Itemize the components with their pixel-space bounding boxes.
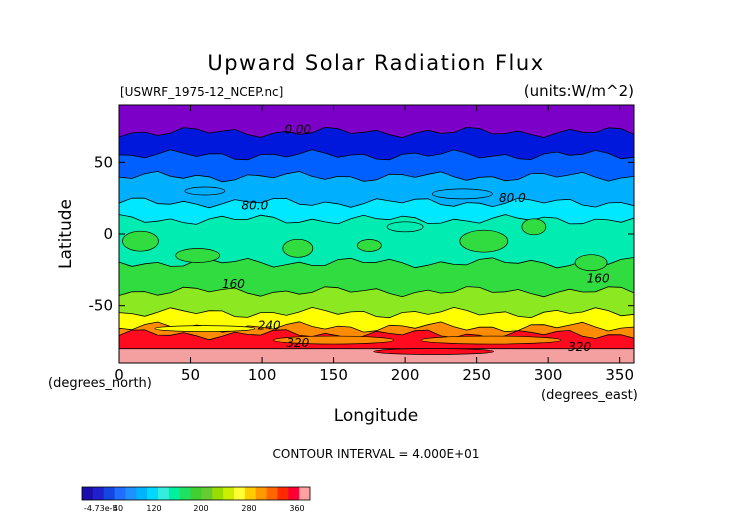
colorbar-swatch [244,487,257,500]
x-tick-label: 100 [248,366,277,384]
contour-patch [420,335,562,345]
colorbar-swatch [277,487,289,500]
x-tick-label: 200 [391,366,420,384]
colorbar-swatch [212,487,224,500]
y-tick-label: 50 [94,153,113,171]
colorbar-swatch [190,487,202,500]
colorbar-label: 40 [113,504,123,513]
contour-interval-text: CONTOUR INTERVAL = 4.000E+01 [273,447,480,461]
colorbar-swatch [201,487,213,500]
contour-patch [373,348,495,355]
contour-patch [282,238,314,258]
contour-label: 80.0 [242,198,269,212]
contour-label: 160 [587,271,610,285]
colorbar-label: -4.73e-5 [84,504,118,513]
contour-patch [386,221,424,233]
contour-patch [574,254,608,272]
contour-label: 160 [222,277,245,291]
colorbar-label: 200 [193,504,208,513]
colorbar-swatch [255,487,268,500]
colorbar-swatch [299,487,311,500]
contour-patch [122,230,159,252]
contour-patch [459,229,509,253]
colorbar [81,486,311,501]
colorbar-swatch [179,487,192,500]
colorbar-swatch [168,487,181,500]
colorbar-swatch [82,487,94,500]
contour-patch [175,248,221,263]
contour-label: 240 [258,319,281,333]
contour-patch [154,325,256,332]
colorbar-swatch [92,487,105,500]
colorbar-swatch [223,487,235,500]
colorbar-swatch [266,487,278,500]
y-tick-label: -50 [89,297,114,315]
chart-title: Upward Solar Radiation Flux [207,51,544,75]
contour-patch [184,186,226,196]
y-unit-label: (degrees_north) [48,376,152,391]
file-label: [USWRF_1975-12_NCEP.nc] [120,85,283,99]
contour-label: 320 [286,336,309,350]
contour-label: 320 [568,340,591,354]
y-axis-label: Latitude [56,199,76,269]
colorbar-swatch [114,487,126,500]
colorbar-swatch [136,487,148,500]
x-axis: 0 50 100 150 200 250 300 350 [114,105,634,384]
colorbar-label: 120 [146,504,161,513]
units-label: (units:W/m^2) [524,82,634,100]
colorbar-swatch [147,487,159,500]
colorbar-label: 360 [289,504,304,513]
colorbar-label: 280 [241,504,256,513]
y-tick-label: 0 [103,225,113,243]
colorbar-frame [81,486,311,501]
colorbar-swatch [234,487,246,500]
contour-label: 80.0 [499,191,526,205]
colorbar-swatch [288,487,300,500]
x-axis-label: Longitude [334,406,419,426]
contour-patch [431,188,493,200]
x-tick-label: 300 [534,366,563,384]
x-unit-label: (degrees_east) [541,388,638,403]
x-tick-label: 150 [319,366,348,384]
x-tick-label: 50 [181,366,200,384]
contour-patch [356,239,382,252]
colorbar-swatch [103,487,116,500]
contour-label: 0.00 [284,122,311,136]
x-tick-label: 0 [114,366,124,384]
colorbar-swatch [158,487,170,500]
y-axis: 50 0 -50 [89,153,634,315]
x-tick-label: 250 [462,366,491,384]
x-tick-label: 350 [605,366,634,384]
colorbar-swatch [125,487,137,500]
contour-patch [521,218,547,236]
plot-area: 0.00 80.0 80.0 160 160 240 320 320 [118,104,635,364]
contour-patch [273,335,394,345]
colorbar-labels: -4.73e-540 120 200 280 360 [84,504,305,513]
